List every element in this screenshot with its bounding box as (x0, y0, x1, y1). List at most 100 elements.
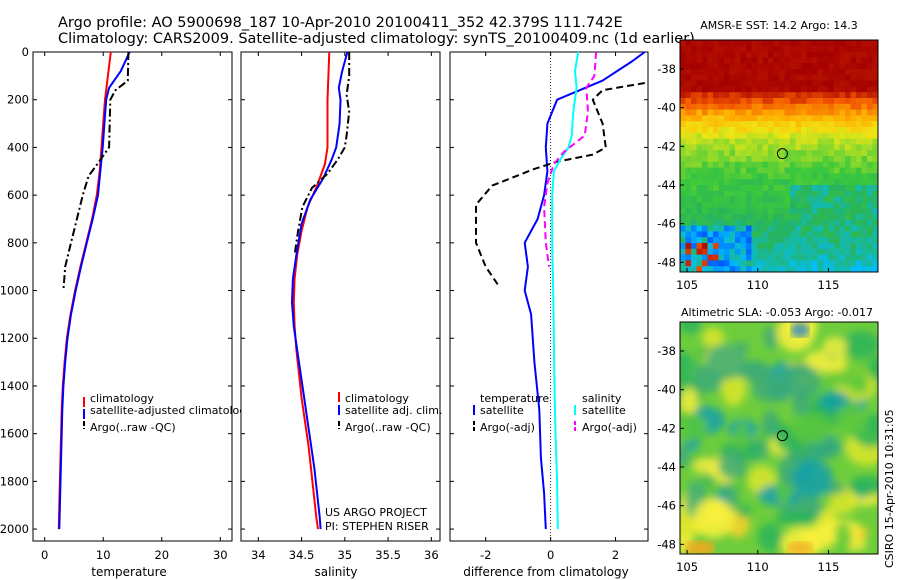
series-line-satellite-adj-clim- (291, 51, 349, 530)
sst-cell (707, 127, 714, 134)
salinity-x-axis-ticks: 34 34.5 35 35.5 36 (251, 52, 439, 562)
sst-cell (729, 254, 736, 261)
sst-cell (817, 156, 824, 163)
sst-cell (718, 237, 725, 244)
sst-cell (872, 237, 878, 244)
sst-cell (768, 98, 774, 105)
sst-cell (718, 254, 725, 261)
sst-cell (680, 190, 686, 197)
sst-cell (696, 74, 703, 81)
sla-anomaly-blob (792, 459, 833, 498)
sst-cell (746, 121, 752, 128)
sst-cell (757, 254, 763, 261)
sst-cell (784, 190, 791, 197)
sst-cell (861, 266, 868, 272)
sst-cell (685, 202, 692, 209)
sst-cell (861, 243, 868, 250)
sst-cell (839, 40, 846, 47)
sst-cell (812, 115, 818, 122)
sst-cell (795, 98, 802, 105)
sst-cell (856, 202, 862, 209)
sst-cell (790, 40, 796, 47)
sst-cell (790, 196, 796, 203)
sst-cell (729, 161, 736, 168)
sst-cell (685, 150, 692, 157)
sst-cell (773, 63, 780, 70)
sst-cell (691, 266, 697, 272)
sst-cell (801, 202, 807, 209)
sst-cell (850, 266, 857, 272)
sst-cell (845, 260, 851, 267)
sst-cell (867, 173, 873, 180)
sst-cell (784, 103, 791, 110)
sst-cell (795, 156, 802, 163)
sst-cell (795, 63, 802, 70)
sst-cell (718, 121, 725, 128)
sst-cell (795, 196, 802, 203)
sst-cell (828, 86, 835, 93)
sst-cell (762, 51, 769, 58)
sst-cell (746, 144, 752, 151)
sst-cell (757, 132, 763, 139)
x-tick-label: 36 (424, 548, 439, 562)
map-x-tick-label: 115 (818, 278, 840, 292)
sst-cell (784, 80, 791, 87)
sst-cell (735, 156, 741, 163)
sst-cell (828, 45, 835, 52)
sst-cell (823, 196, 829, 203)
sst-cell (773, 115, 780, 122)
sst-cell (861, 144, 868, 151)
sst-cell (823, 57, 829, 64)
sst-cell (762, 202, 769, 209)
sst-cell (856, 219, 862, 226)
sst-cell (680, 161, 686, 168)
sst-cell (746, 248, 752, 255)
sst-cell (823, 92, 829, 99)
sst-cell (707, 248, 714, 255)
sst-cell (713, 260, 719, 267)
sst-cell (845, 185, 851, 192)
sst-cell (757, 80, 763, 87)
sst-cell (806, 173, 813, 180)
sst-cell (856, 214, 862, 221)
sst-cell (729, 243, 736, 250)
sst-cell (784, 57, 791, 64)
sst-cell (779, 173, 785, 180)
sst-cell (850, 45, 857, 52)
map-y-tick-label: -40 (657, 383, 676, 397)
sst-cell (691, 69, 697, 76)
sst-cell (845, 167, 851, 174)
sst-cell (696, 69, 703, 76)
sst-cell (806, 266, 813, 272)
sst-cell (696, 260, 703, 267)
sst-cell (729, 80, 736, 87)
sst-cell (839, 208, 846, 215)
temperature-plot-area (32, 51, 233, 542)
sst-cell (795, 86, 802, 93)
sst-cell (740, 98, 747, 105)
sst-cell (696, 231, 703, 238)
sst-cell (850, 173, 857, 180)
sst-cell (702, 190, 708, 197)
sst-cell (801, 196, 807, 203)
sst-cell (867, 208, 873, 215)
sst-cell (740, 132, 747, 139)
sst-cell (850, 51, 857, 58)
sst-cell (735, 109, 741, 116)
sst-cell (806, 185, 813, 192)
sst-cell (839, 248, 846, 255)
sst-cell (735, 57, 741, 64)
sst-cell (740, 254, 747, 261)
sst-cell (696, 185, 703, 192)
sla-anomaly-blob (680, 387, 699, 416)
sst-cell (867, 196, 873, 203)
sst-cell (817, 127, 824, 134)
sst-cell (751, 92, 758, 99)
sst-cell (702, 266, 708, 272)
sst-cell (867, 144, 873, 151)
sst-cell (735, 219, 741, 226)
sst-cell (817, 92, 824, 99)
sst-cell (685, 57, 692, 64)
sst-cell (762, 254, 769, 261)
sst-cell (839, 156, 846, 163)
